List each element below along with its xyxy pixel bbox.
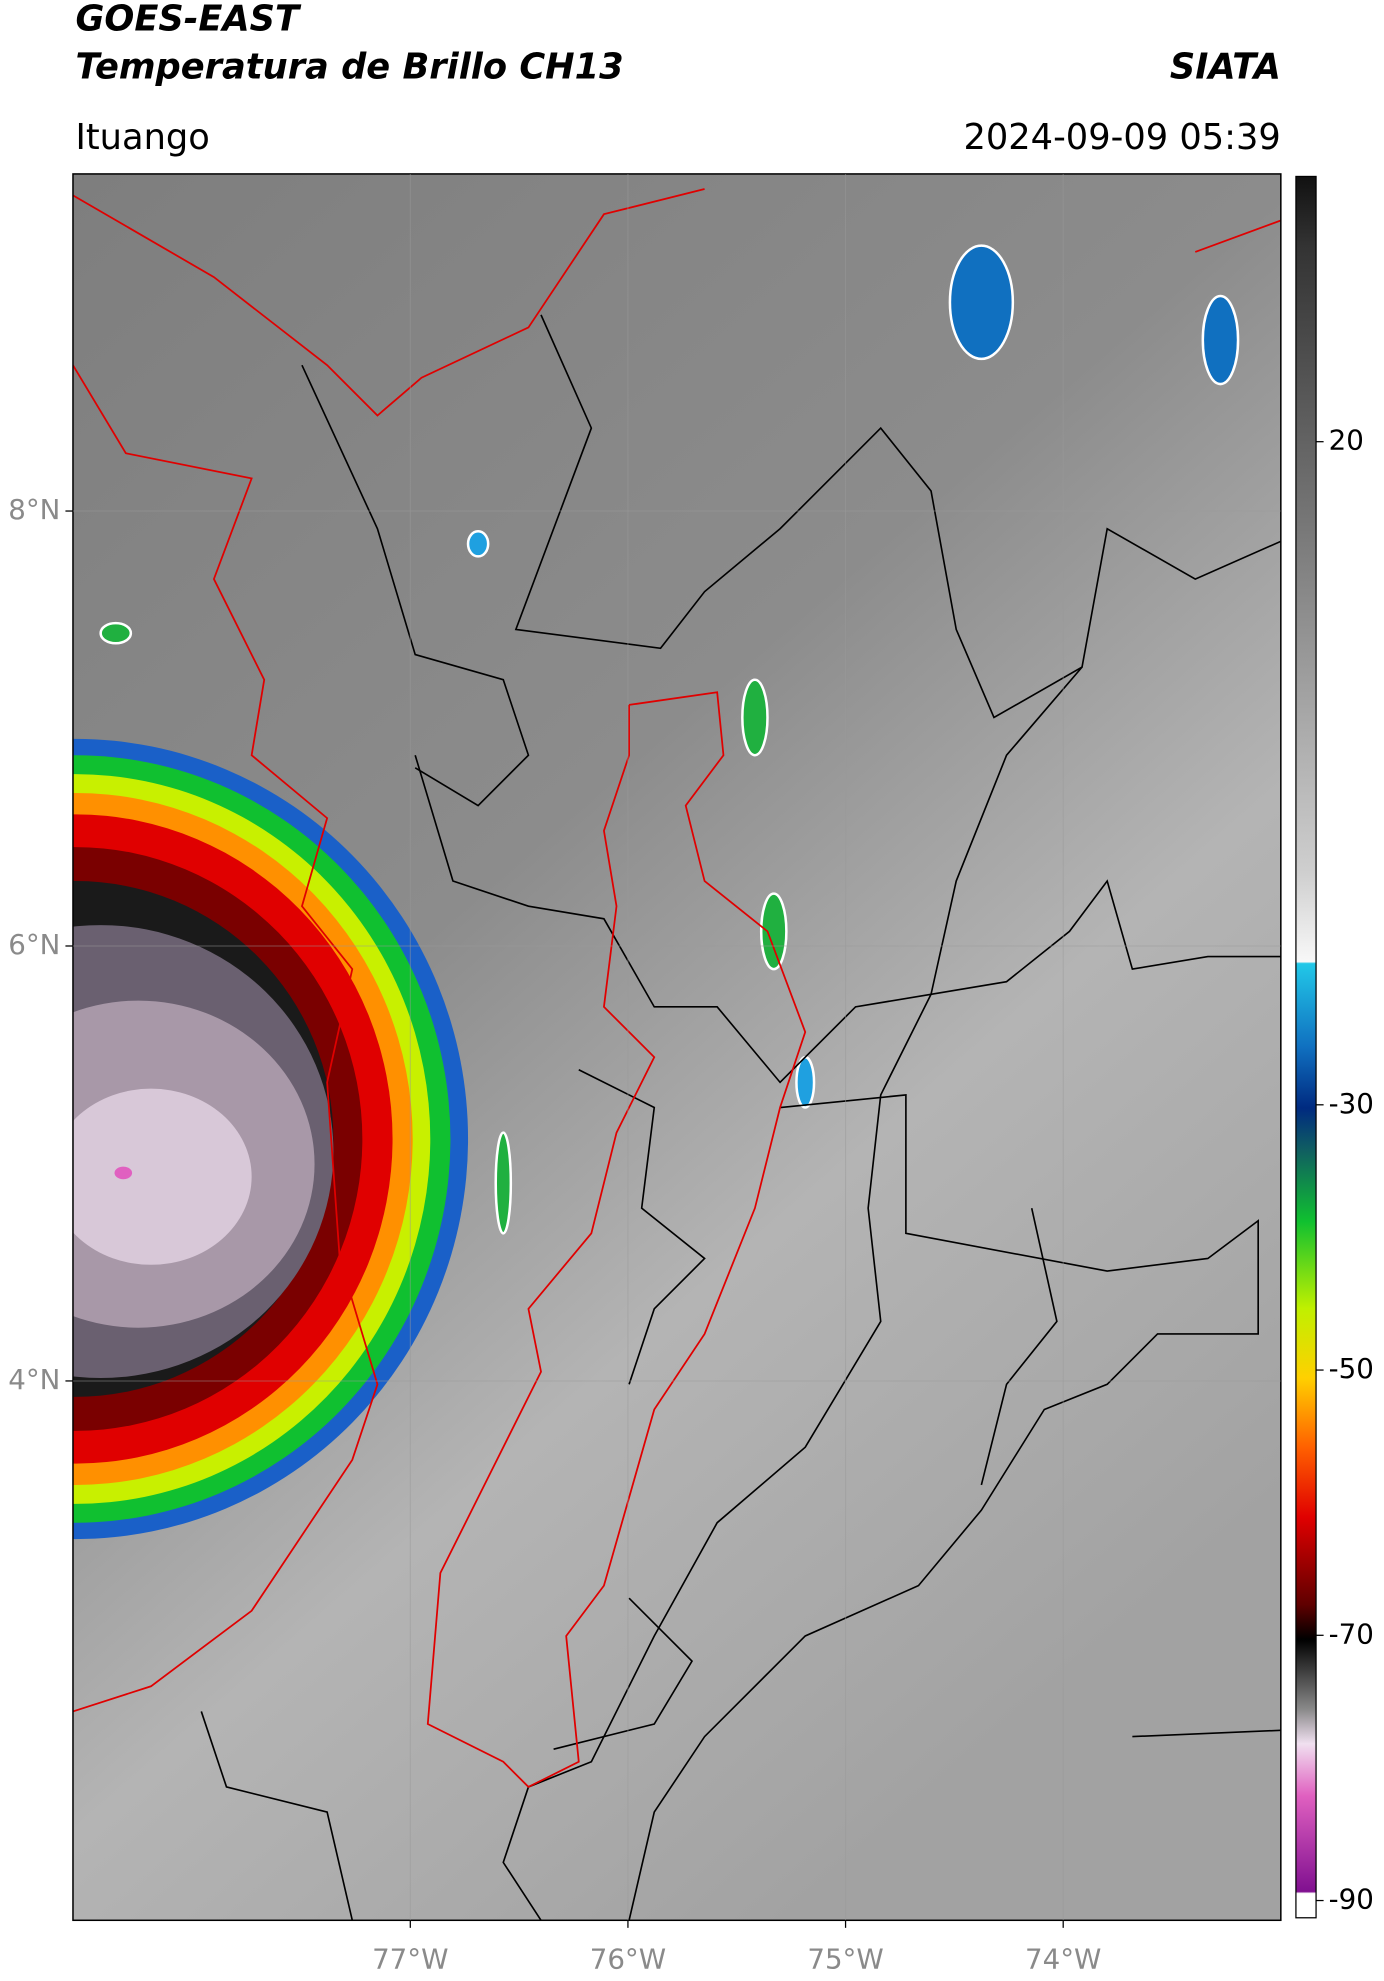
x-tick-label: 74°W [1025,1943,1101,1976]
x-tick-label: 77°W [372,1943,448,1976]
colorbar-tick-label: -30 [1329,1087,1374,1120]
timestamp: 2024-09-09 05:39 [963,117,1280,158]
colorbar-tick-label: 20 [1329,424,1364,457]
map-layer [72,173,1281,1921]
colorbar [1295,175,1317,1919]
x-tick-label: 75°W [807,1943,883,1976]
source: SIATA [1170,46,1281,87]
colorbar-tick-label: -90 [1329,1883,1374,1916]
y-tick-label: 6°N [8,928,60,961]
borders [200,314,1281,1921]
map-frame [72,173,1282,1922]
colorbar-tick-label: -70 [1329,1617,1374,1650]
storm-cloud [72,738,468,1539]
subtitle: Temperatura de Brillo CH13 [75,46,623,87]
y-tick-label: 4°N [8,1363,60,1396]
small-clouds [99,244,1240,1235]
y-tick-label: 8°N [8,493,60,526]
x-tick-label: 76°W [590,1943,666,1976]
colorbar-tick-label: -50 [1329,1352,1374,1385]
region-outline [72,188,1281,1789]
title: GOES-EAST [75,0,302,40]
location: Ituango [75,117,209,158]
